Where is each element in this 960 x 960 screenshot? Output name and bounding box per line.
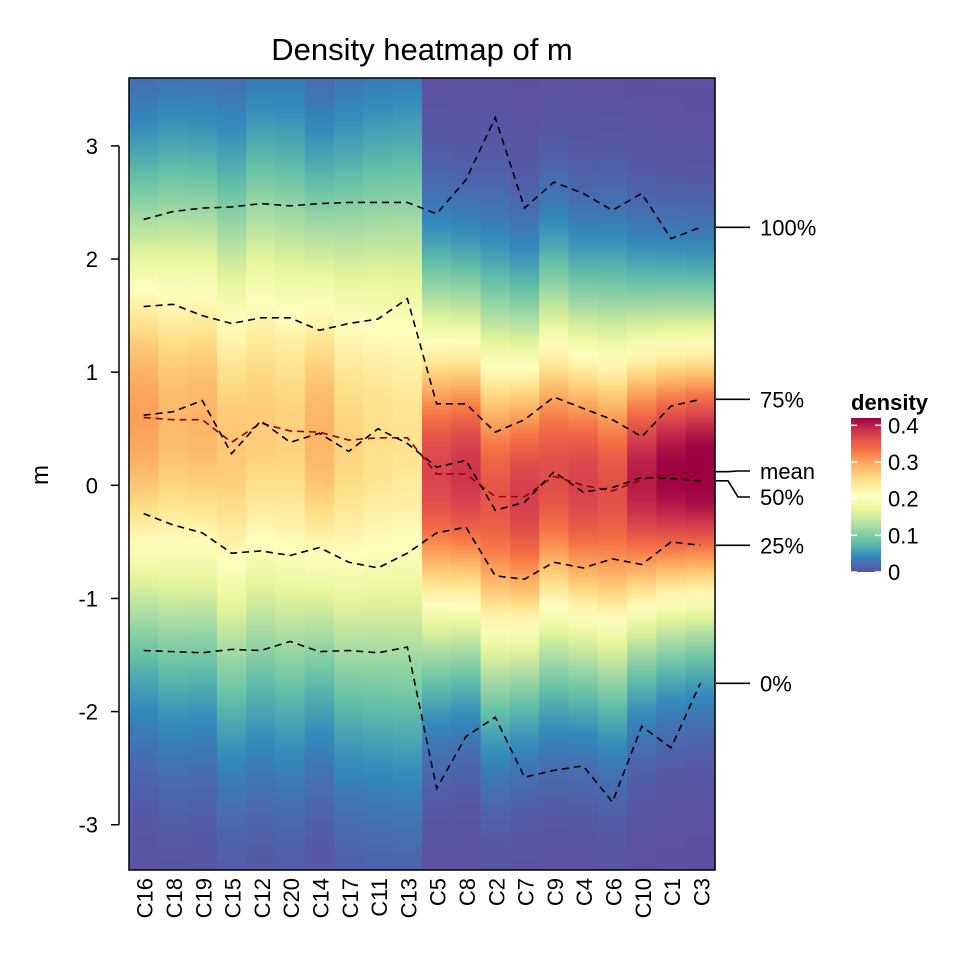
legend-color-bar (851, 418, 881, 572)
x-tick-label-c19: C19 (191, 878, 216, 918)
quantile-label: 100% (760, 215, 816, 240)
y-axis-title: m (27, 465, 54, 485)
plot-frame (128, 77, 716, 871)
x-tick-label-c5: C5 (426, 878, 451, 906)
density-column-c19 (187, 78, 218, 870)
legend-tick-label: 0.1 (888, 523, 919, 548)
x-tick-label-c1: C1 (660, 878, 685, 906)
x-tick-label-c13: C13 (396, 878, 421, 918)
x-tick-label-c7: C7 (514, 878, 539, 906)
density-column-c17 (334, 78, 364, 870)
x-tick-label-c8: C8 (455, 878, 480, 906)
line-0pct (143, 640, 702, 804)
density-column-c20 (275, 78, 306, 870)
chart-title: Density heatmap of m (271, 32, 573, 67)
quantile-label: mean (760, 459, 815, 484)
density-column-c12 (246, 78, 277, 870)
legend-tick-label: 0.4 (888, 413, 919, 438)
x-tick-label-c2: C2 (484, 878, 509, 906)
x-tick-label-c4: C4 (572, 878, 597, 906)
density-column-c7 (509, 78, 540, 870)
density-column-c8 (451, 78, 482, 870)
density-column-c15 (216, 78, 247, 870)
x-tick-label-c6: C6 (602, 878, 627, 906)
x-tick-label-c16: C16 (133, 878, 158, 918)
density-column-c4 (568, 78, 599, 870)
legend-tick-label: 0.2 (888, 487, 919, 512)
density-column-c2 (480, 78, 511, 870)
x-tick-label-c18: C18 (162, 878, 187, 918)
density-column-c16 (129, 78, 159, 870)
y-tick-label: -1 (78, 586, 98, 611)
density-column-c18 (158, 78, 189, 870)
line-25pct (143, 512, 701, 581)
density-column-c11 (363, 78, 394, 870)
x-tick-label-c10: C10 (631, 878, 656, 918)
density-column-c14 (304, 78, 335, 870)
line-75pct (143, 297, 701, 438)
density-column-c6 (597, 78, 628, 870)
x-tick-label-c3: C3 (689, 878, 714, 906)
y-tick-label: -3 (78, 813, 98, 838)
quantile-label: 75% (760, 387, 804, 412)
density-column-c3 (685, 78, 716, 870)
quantile-label: 0% (760, 671, 792, 696)
legend-tick-label: 0.3 (888, 450, 919, 475)
x-tick-label-c15: C15 (221, 878, 246, 918)
density-column-c13 (392, 78, 423, 870)
x-tick-label-c17: C17 (338, 878, 363, 918)
y-tick-label: -2 (78, 700, 98, 725)
y-tick-label: 2 (86, 247, 98, 272)
x-tick-label-c11: C11 (367, 878, 392, 917)
y-tick-label: 1 (86, 360, 98, 385)
y-tick-label: 0 (86, 473, 98, 498)
y-tick-label: 3 (86, 134, 98, 159)
quantile-label: 25% (760, 533, 804, 558)
line-100pct (143, 115, 701, 240)
quantile-label: 50% (760, 485, 804, 510)
legend-tick-label: 0 (888, 560, 900, 585)
x-tick-label-c20: C20 (279, 878, 304, 918)
line-mean (143, 416, 701, 498)
x-tick-label-c12: C12 (250, 878, 275, 918)
x-tick-label-c14: C14 (309, 878, 334, 918)
legend-title: density (851, 390, 929, 415)
density-column-c9 (539, 78, 570, 870)
quantile-connector (716, 470, 750, 473)
x-tick-label-c9: C9 (543, 878, 568, 906)
quantile-connector (716, 480, 750, 498)
